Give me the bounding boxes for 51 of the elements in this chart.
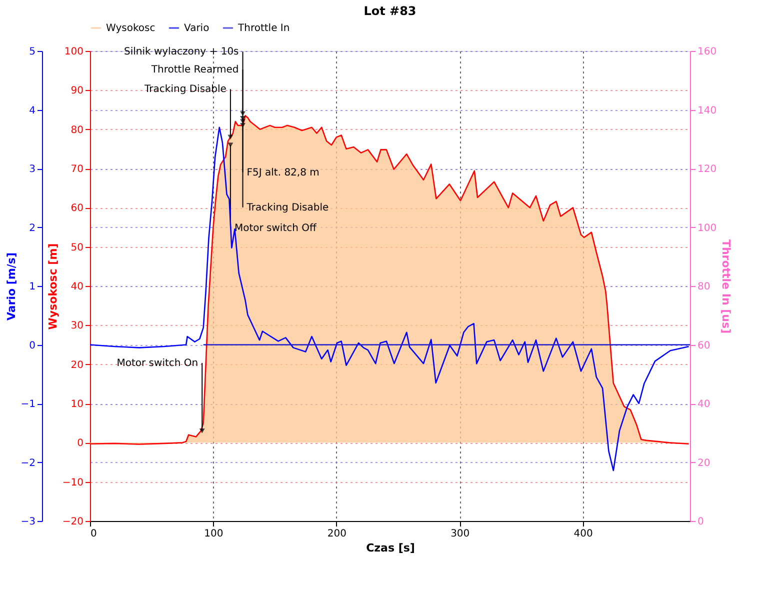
legend-label: Throttle In — [237, 23, 290, 34]
annotation: Motor switch Off — [234, 223, 318, 234]
y-tick-label: −20 — [62, 516, 84, 528]
annotation: Tracking Disable — [246, 202, 329, 214]
y2-axis-title: Vario [m/s] — [4, 252, 18, 320]
y-tick-label: 60 — [70, 203, 84, 214]
y3-tick-label: 100 — [698, 222, 717, 234]
y2-tick-label: 3 — [29, 164, 36, 175]
y-axis-title: Wysokosc [m] — [46, 243, 60, 330]
legend-label: Vario — [184, 23, 210, 34]
y-tick-label: 90 — [70, 86, 84, 97]
y-tick-label: −10 — [62, 477, 84, 488]
y3-tick-label: 120 — [698, 164, 717, 175]
x-tick-label: 300 — [450, 528, 470, 540]
y2-tick-label: 2 — [29, 222, 36, 234]
y-tick-label: 80 — [70, 124, 84, 136]
y-tick-label: 10 — [70, 399, 84, 410]
y-tick-label: 30 — [70, 320, 84, 332]
y2-tick-label: 4 — [29, 105, 36, 116]
y2-tick-label: 5 — [29, 46, 36, 58]
annotation: Throttle Rearmed — [150, 64, 239, 76]
x-tick-label: 0 — [90, 528, 97, 540]
x-tick-label: 400 — [574, 528, 593, 540]
annotation: Motor switch On — [116, 358, 198, 369]
y2-tick-label: −2 — [20, 458, 36, 469]
y-tick-label: 70 — [70, 164, 84, 175]
y2-tick-label: 1 — [29, 282, 36, 292]
y2-tick-label: −3 — [20, 516, 36, 528]
y3-tick-label: 60 — [698, 340, 710, 352]
y3-tick-label: 40 — [698, 399, 710, 410]
y3-tick-label: 20 — [698, 458, 710, 469]
x-axis-title: Czas [s] — [366, 542, 415, 554]
x-tick-label: 100 — [204, 528, 224, 540]
y3-tick-label: 0 — [698, 516, 704, 528]
annotation: Tracking Disable — [144, 84, 226, 96]
y2-tick-label: −1 — [20, 399, 36, 410]
y3-tick-label: 140 — [698, 105, 717, 116]
chart-title: Lot #83 — [364, 4, 416, 18]
y3-tick-label: 80 — [698, 282, 710, 292]
annotation: F5J alt. 82,8 m — [246, 167, 320, 178]
y-tick-label: 50 — [70, 242, 84, 254]
y-tick-label: 0 — [77, 438, 84, 450]
y-tick-label: 100 — [64, 46, 84, 58]
y3-tick-label: 160 — [698, 46, 717, 58]
y-tick-label: 40 — [70, 282, 84, 292]
x-tick-label: 200 — [327, 528, 346, 540]
y2-tick-label: 0 — [29, 340, 36, 352]
y3-axis-title: Throttle In [us] — [720, 239, 733, 334]
annotation: Silnik wylaczony + 10s — [124, 46, 239, 58]
legend-label: Wysokosc — [106, 23, 156, 34]
y-tick-label: 20 — [70, 360, 84, 371]
